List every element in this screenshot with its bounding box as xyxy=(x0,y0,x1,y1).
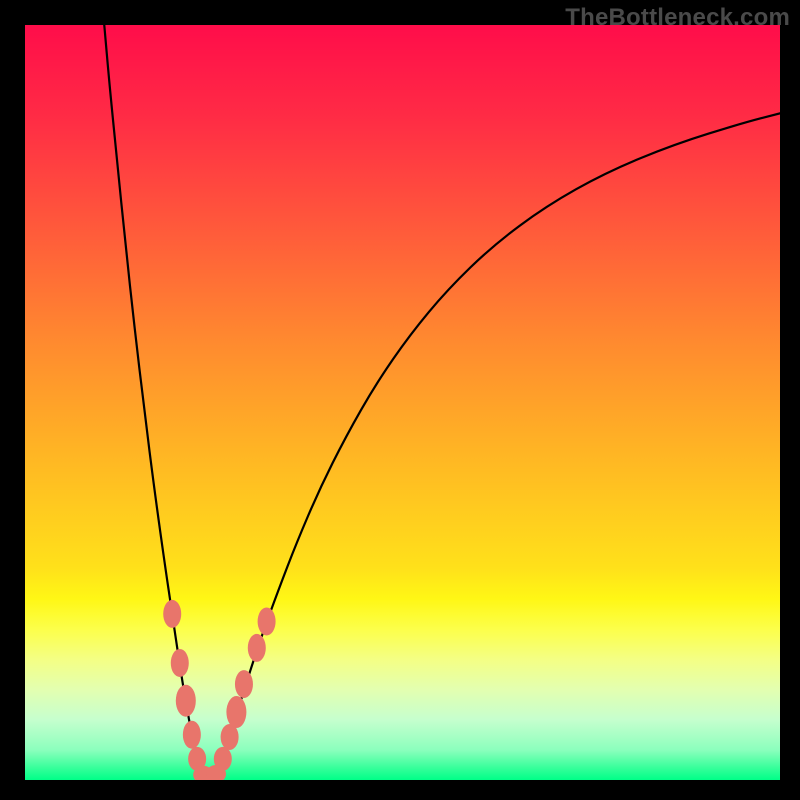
dot-marker xyxy=(226,696,246,728)
dot-marker xyxy=(258,607,276,635)
chart-frame: TheBottleneck.com xyxy=(0,0,800,800)
dot-marker xyxy=(235,670,253,698)
dot-marker xyxy=(183,721,201,749)
dot-marker xyxy=(176,685,196,717)
dot-marker xyxy=(163,600,181,628)
dot-marker xyxy=(214,747,232,771)
dot-marker xyxy=(248,634,266,662)
dot-marker xyxy=(171,649,189,677)
plot-area xyxy=(25,25,780,780)
bottleneck-curve-chart xyxy=(25,25,780,780)
chart-background xyxy=(25,25,780,780)
